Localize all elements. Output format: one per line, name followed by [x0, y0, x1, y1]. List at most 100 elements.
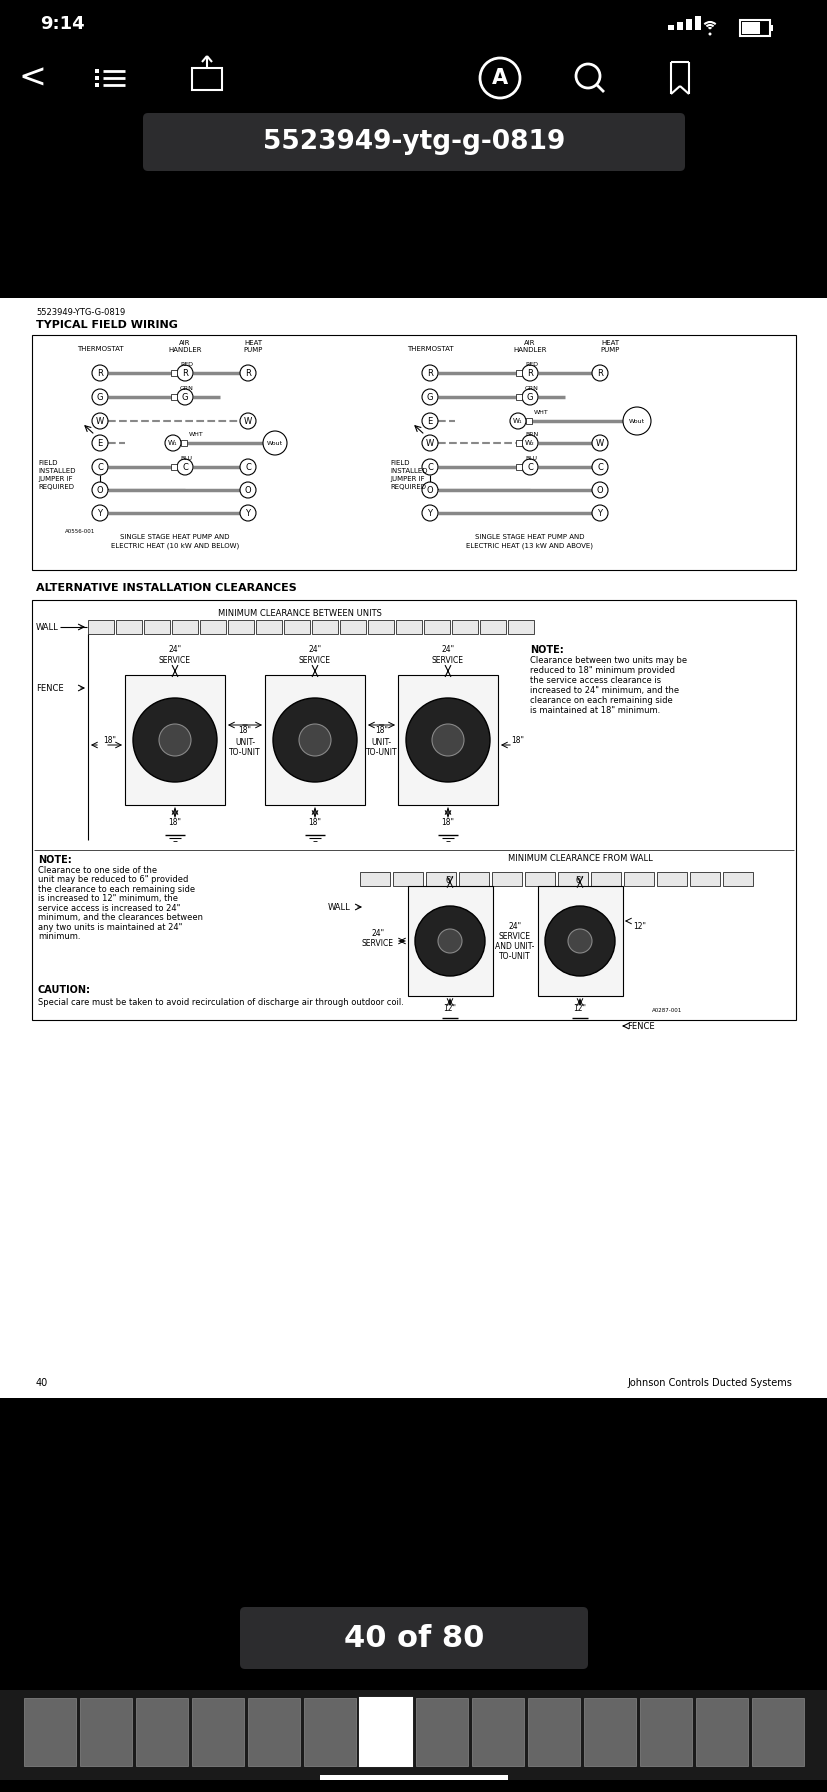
- Text: Y: Y: [597, 509, 602, 518]
- Bar: [360, 1699, 412, 1765]
- Text: RED: RED: [179, 362, 193, 367]
- Circle shape: [622, 407, 650, 435]
- Bar: [0, 1600, 827, 1690]
- Circle shape: [414, 907, 485, 977]
- Bar: [171, 464, 177, 470]
- Bar: [95, 70, 99, 73]
- Bar: [491, 873, 521, 885]
- Circle shape: [567, 928, 591, 953]
- Text: REQUIRED: REQUIRED: [38, 484, 74, 489]
- Bar: [528, 1699, 579, 1765]
- Bar: [694, 16, 700, 30]
- Circle shape: [240, 482, 256, 498]
- FancyBboxPatch shape: [143, 113, 684, 170]
- Bar: [515, 369, 521, 376]
- Circle shape: [177, 459, 193, 475]
- Bar: [32, 600, 795, 1020]
- Text: O: O: [97, 486, 103, 495]
- Text: FENCE: FENCE: [626, 1021, 654, 1030]
- Bar: [192, 1699, 244, 1765]
- Bar: [722, 873, 752, 885]
- Text: SINGLE STAGE HEAT PUMP AND: SINGLE STAGE HEAT PUMP AND: [120, 534, 229, 539]
- Text: JUMPER IF: JUMPER IF: [390, 477, 424, 482]
- Text: MINIMUM CLEARANCE BETWEEN UNITS: MINIMUM CLEARANCE BETWEEN UNITS: [218, 609, 381, 618]
- Bar: [398, 676, 497, 805]
- Text: W₁: W₁: [513, 418, 522, 425]
- Bar: [590, 873, 620, 885]
- Bar: [0, 108, 827, 183]
- Bar: [508, 620, 533, 634]
- Bar: [425, 873, 456, 885]
- Circle shape: [92, 435, 108, 452]
- Text: MINIMUM CLEARANCE FROM WALL: MINIMUM CLEARANCE FROM WALL: [507, 853, 652, 862]
- Bar: [144, 620, 170, 634]
- Text: A0556-001: A0556-001: [65, 529, 95, 534]
- Text: any two units is maintained at 24": any two units is maintained at 24": [38, 923, 182, 932]
- Bar: [689, 873, 719, 885]
- Circle shape: [422, 412, 437, 428]
- Text: R: R: [427, 369, 433, 378]
- Circle shape: [240, 412, 256, 428]
- Text: TO-UNIT: TO-UNIT: [229, 747, 261, 756]
- Bar: [751, 1699, 803, 1765]
- Text: HEAT
PUMP: HEAT PUMP: [243, 339, 262, 353]
- Text: AIR
HANDLER: AIR HANDLER: [168, 339, 202, 353]
- Text: ELECTRIC HEAT (10 kW AND BELOW): ELECTRIC HEAT (10 kW AND BELOW): [111, 543, 239, 550]
- Circle shape: [133, 699, 217, 781]
- Text: Johnson Controls Ducted Systems: Johnson Controls Ducted Systems: [626, 1378, 791, 1389]
- Circle shape: [405, 699, 490, 781]
- Bar: [24, 1699, 76, 1765]
- Circle shape: [591, 366, 607, 382]
- Bar: [656, 873, 686, 885]
- Text: Clearance between two units may be: Clearance between two units may be: [529, 656, 686, 665]
- Bar: [769, 25, 772, 30]
- Text: is maintained at 18" minimum.: is maintained at 18" minimum.: [529, 706, 659, 715]
- Text: UNIT-: UNIT-: [371, 738, 391, 747]
- Text: Wout: Wout: [629, 419, 644, 423]
- Bar: [265, 676, 365, 805]
- Circle shape: [521, 389, 538, 405]
- Circle shape: [591, 435, 607, 452]
- Bar: [639, 1699, 691, 1765]
- Text: BLU: BLU: [179, 455, 192, 461]
- Bar: [471, 1699, 523, 1765]
- Text: the clearance to each remaining side: the clearance to each remaining side: [38, 885, 195, 894]
- Text: THERMOSTAT: THERMOSTAT: [406, 346, 452, 351]
- Text: C: C: [245, 462, 251, 471]
- Bar: [524, 873, 554, 885]
- Circle shape: [177, 366, 193, 382]
- Text: reduced to 18" minimum provided: reduced to 18" minimum provided: [529, 665, 674, 674]
- Text: 18": 18": [169, 817, 181, 826]
- Bar: [583, 1699, 635, 1765]
- Bar: [367, 620, 394, 634]
- Bar: [393, 873, 423, 885]
- Circle shape: [432, 724, 463, 756]
- Text: 18": 18": [441, 817, 454, 826]
- Text: 40 of 80: 40 of 80: [343, 1624, 484, 1652]
- Bar: [480, 620, 505, 634]
- Bar: [200, 620, 226, 634]
- Bar: [686, 20, 691, 30]
- Bar: [415, 1699, 467, 1765]
- Circle shape: [165, 435, 181, 452]
- Text: SERVICE: SERVICE: [361, 939, 394, 948]
- Circle shape: [240, 366, 256, 382]
- Circle shape: [177, 389, 193, 405]
- Text: 18": 18": [308, 817, 321, 826]
- Text: O: O: [596, 486, 603, 495]
- Bar: [458, 873, 489, 885]
- Circle shape: [92, 505, 108, 521]
- Bar: [256, 620, 282, 634]
- Bar: [515, 464, 521, 470]
- Text: 12": 12": [633, 921, 646, 930]
- Text: G: G: [182, 392, 188, 401]
- Bar: [227, 620, 254, 634]
- Text: RED: RED: [524, 362, 538, 367]
- Circle shape: [159, 724, 191, 756]
- Circle shape: [422, 505, 437, 521]
- Text: ALTERNATIVE INSTALLATION CLEARANCES: ALTERNATIVE INSTALLATION CLEARANCES: [36, 582, 296, 593]
- Text: CAUTION:: CAUTION:: [38, 986, 91, 995]
- Text: A: A: [491, 68, 508, 88]
- Bar: [0, 1690, 827, 1779]
- Text: 24"
SERVICE: 24" SERVICE: [159, 645, 191, 665]
